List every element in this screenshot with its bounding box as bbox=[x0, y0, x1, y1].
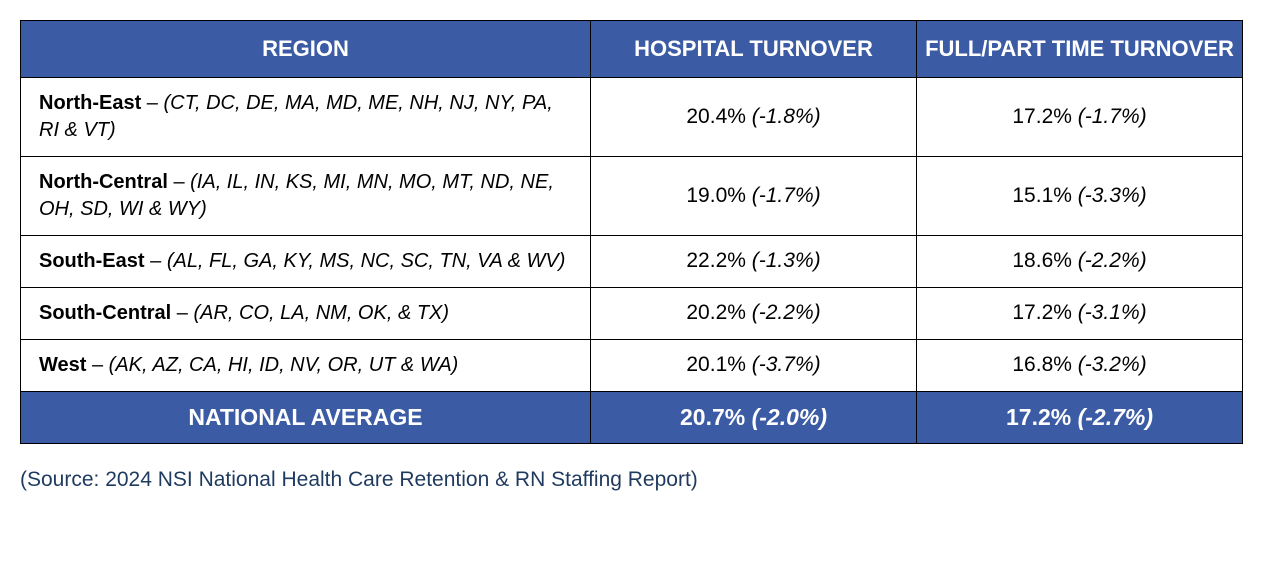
fpt-value: 18.6% bbox=[1012, 249, 1072, 272]
fpt-delta: (-3.1%) bbox=[1078, 301, 1147, 324]
region-cell: North-Central – (IA, IL, IN, KS, MI, MN,… bbox=[21, 156, 591, 235]
region-states: (AK, AZ, CA, HI, ID, NV, OR, UT & WA) bbox=[109, 354, 459, 376]
hospital-turnover-cell: 22.2% (-1.3%) bbox=[591, 235, 917, 287]
hospital-value: 20.1% bbox=[686, 353, 746, 376]
region-states: (AR, CO, LA, NM, OK, & TX) bbox=[193, 302, 449, 324]
region-states: (AL, FL, GA, KY, MS, NC, SC, TN, VA & WV… bbox=[167, 250, 566, 272]
region-name: South-Central bbox=[39, 302, 171, 324]
fpt-delta: (-2.2%) bbox=[1078, 249, 1147, 272]
col-header-hospital-turnover: HOSPITAL TURNOVER bbox=[591, 21, 917, 78]
table-row: South-Central – (AR, CO, LA, NM, OK, & T… bbox=[21, 287, 1243, 339]
region-cell: West – (AK, AZ, CA, HI, ID, NV, OR, UT &… bbox=[21, 339, 591, 391]
footer-label: NATIONAL AVERAGE bbox=[21, 391, 591, 443]
hospital-delta: (-2.2%) bbox=[752, 301, 821, 324]
national-average-row: NATIONAL AVERAGE 20.7% (-2.0%) 17.2% (-2… bbox=[21, 391, 1243, 443]
table-row: West – (AK, AZ, CA, HI, ID, NV, OR, UT &… bbox=[21, 339, 1243, 391]
footer-fpt-cell: 17.2% (-2.7%) bbox=[917, 391, 1243, 443]
region-name: West bbox=[39, 354, 86, 376]
table-row: North-East – (CT, DC, DE, MA, MD, ME, NH… bbox=[21, 77, 1243, 156]
source-citation: (Source: 2024 NSI National Health Care R… bbox=[20, 468, 1242, 492]
hospital-turnover-cell: 19.0% (-1.7%) bbox=[591, 156, 917, 235]
table-row: South-East – (AL, FL, GA, KY, MS, NC, SC… bbox=[21, 235, 1243, 287]
fpt-delta: (-3.2%) bbox=[1078, 353, 1147, 376]
hospital-value: 20.2% bbox=[686, 301, 746, 324]
fpt-turnover-cell: 16.8% (-3.2%) bbox=[917, 339, 1243, 391]
footer-hospital-cell: 20.7% (-2.0%) bbox=[591, 391, 917, 443]
region-dash: – bbox=[168, 171, 190, 193]
turnover-table: REGION HOSPITAL TURNOVER FULL/PART TIME … bbox=[20, 20, 1243, 444]
fpt-value: 17.2% bbox=[1012, 105, 1072, 128]
fpt-value: 16.8% bbox=[1012, 353, 1072, 376]
footer-fpt-delta: (-2.7%) bbox=[1078, 404, 1153, 430]
hospital-turnover-cell: 20.2% (-2.2%) bbox=[591, 287, 917, 339]
region-dash: – bbox=[86, 354, 108, 376]
fpt-turnover-cell: 15.1% (-3.3%) bbox=[917, 156, 1243, 235]
footer-hospital-delta: (-2.0%) bbox=[752, 404, 827, 430]
fpt-delta: (-3.3%) bbox=[1078, 184, 1147, 207]
fpt-value: 17.2% bbox=[1012, 301, 1072, 324]
hospital-delta: (-1.8%) bbox=[752, 105, 821, 128]
hospital-value: 22.2% bbox=[686, 249, 746, 272]
hospital-delta: (-1.3%) bbox=[752, 249, 821, 272]
region-name: South-East bbox=[39, 250, 145, 272]
region-dash: – bbox=[141, 92, 163, 114]
table-header-row: REGION HOSPITAL TURNOVER FULL/PART TIME … bbox=[21, 21, 1243, 78]
hospital-value: 20.4% bbox=[686, 105, 746, 128]
region-cell: South-Central – (AR, CO, LA, NM, OK, & T… bbox=[21, 287, 591, 339]
col-header-region: REGION bbox=[21, 21, 591, 78]
fpt-delta: (-1.7%) bbox=[1078, 105, 1147, 128]
region-name: North-Central bbox=[39, 171, 168, 193]
footer-fpt-value: 17.2% bbox=[1006, 404, 1071, 430]
fpt-turnover-cell: 18.6% (-2.2%) bbox=[917, 235, 1243, 287]
fpt-turnover-cell: 17.2% (-3.1%) bbox=[917, 287, 1243, 339]
hospital-delta: (-1.7%) bbox=[752, 184, 821, 207]
hospital-value: 19.0% bbox=[686, 184, 746, 207]
region-dash: – bbox=[145, 250, 167, 272]
region-cell: North-East – (CT, DC, DE, MA, MD, ME, NH… bbox=[21, 77, 591, 156]
fpt-value: 15.1% bbox=[1012, 184, 1072, 207]
region-name: North-East bbox=[39, 92, 141, 114]
region-cell: South-East – (AL, FL, GA, KY, MS, NC, SC… bbox=[21, 235, 591, 287]
hospital-turnover-cell: 20.1% (-3.7%) bbox=[591, 339, 917, 391]
hospital-turnover-cell: 20.4% (-1.8%) bbox=[591, 77, 917, 156]
fpt-turnover-cell: 17.2% (-1.7%) bbox=[917, 77, 1243, 156]
table-row: North-Central – (IA, IL, IN, KS, MI, MN,… bbox=[21, 156, 1243, 235]
footer-hospital-value: 20.7% bbox=[680, 404, 745, 430]
hospital-delta: (-3.7%) bbox=[752, 353, 821, 376]
col-header-fpt-turnover: FULL/PART TIME TURNOVER bbox=[917, 21, 1243, 78]
region-dash: – bbox=[171, 302, 193, 324]
